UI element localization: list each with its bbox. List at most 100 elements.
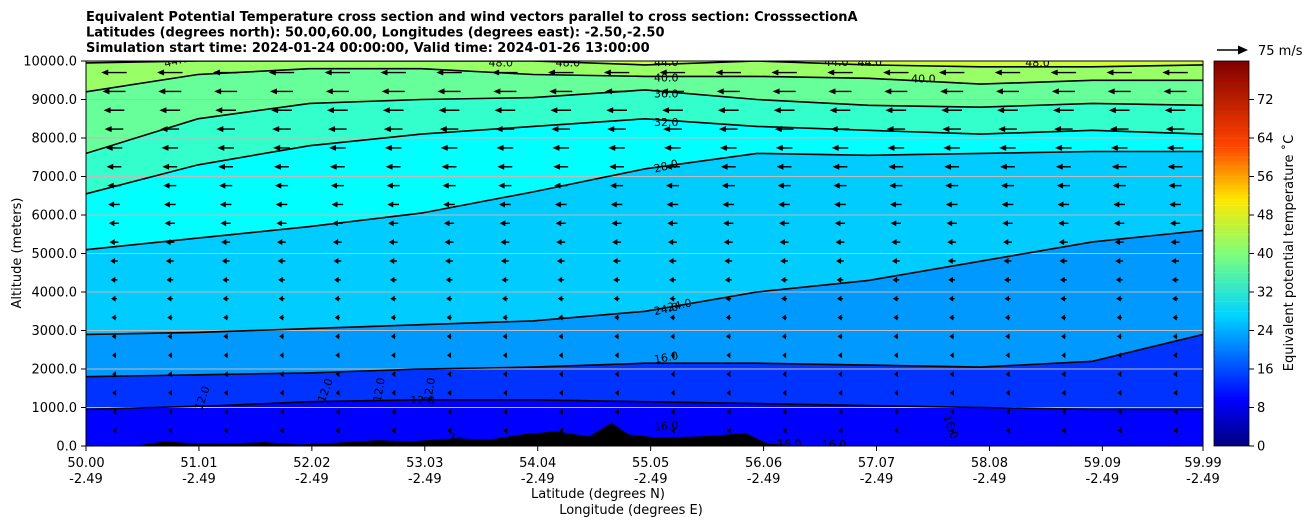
contour-label: 48.0 [1025, 57, 1050, 70]
wind-vector-head [723, 239, 730, 246]
wind-vector-head [779, 220, 785, 227]
x-tick-label-secondary: -2.49 [747, 472, 781, 487]
wind-vector-head [1003, 239, 1009, 246]
wind-vector-head [103, 107, 111, 114]
contour-label: 48.0 [489, 57, 514, 70]
colorbar-tick-label: 16 [1257, 363, 1274, 378]
wind-vector-head [166, 276, 172, 283]
wind-vector-head [500, 257, 506, 264]
wind-vector-head [720, 163, 728, 170]
colorbar-tick-label: 56 [1257, 170, 1274, 185]
wind-vector-head [167, 333, 172, 340]
wind-vector-head [219, 182, 226, 189]
wind-vector-head [440, 144, 448, 151]
wind-vector-head [718, 126, 726, 133]
contour-label: 12.0 [421, 377, 438, 403]
wind-vector-head [950, 427, 954, 434]
wind-vector-head [439, 126, 447, 133]
wind-vector-head [503, 427, 508, 434]
wind-vector-head [385, 163, 393, 170]
wind-vector-head [498, 182, 505, 189]
wind-vector-head [101, 69, 109, 76]
wind-vector-head [948, 276, 953, 283]
wind-vector-head [829, 107, 837, 114]
wind-vector-head [110, 276, 116, 283]
wind-vector-head [1116, 295, 1121, 302]
wind-vector-head [1114, 220, 1120, 227]
contour-line [86, 61, 1203, 68]
wind-vector-head [837, 352, 842, 359]
wind-vector-head [335, 408, 340, 415]
colorbar-tick-label: 24 [1257, 324, 1274, 339]
wind-vector-head [659, 69, 667, 76]
wind-vector-head [1000, 182, 1008, 189]
wind-vector-head [218, 163, 225, 170]
wind-vector-head [670, 408, 675, 415]
wind-vector-head [382, 107, 390, 114]
wind-vector-head [1056, 182, 1064, 189]
wind-vector-head [278, 295, 284, 302]
wind-vector-head [447, 389, 452, 396]
wind-vector-head [390, 333, 396, 340]
wind-vector-head [442, 182, 449, 189]
wind-vector-head [222, 295, 228, 302]
wind-vector-head [335, 389, 340, 396]
wind-vector-head [1114, 239, 1120, 246]
wind-vector-head [782, 371, 787, 378]
wind-vector-head [894, 408, 899, 415]
wind-vector-head [165, 257, 171, 264]
y-tick-label: 0.0 [56, 440, 77, 455]
wind-vector-head [838, 371, 843, 378]
wind-vector-head [559, 408, 563, 415]
wind-vector-head [1173, 352, 1178, 359]
wind-vector-head [447, 371, 452, 378]
y-tick-label: 9000.0 [32, 93, 78, 108]
contour-line [86, 399, 1203, 411]
wind-vector-head [831, 144, 839, 151]
wind-vector-head [1172, 314, 1177, 321]
wind-vector-head [499, 201, 505, 208]
colorbar-tick-label: 64 [1257, 132, 1274, 147]
wind-vector-head [715, 69, 723, 76]
wind-vector-head [892, 276, 898, 283]
wind-vector-head [557, 295, 563, 302]
wind-vector-head [837, 333, 842, 340]
wind-vector-head [274, 163, 281, 170]
wind-vector-head [447, 427, 452, 434]
wind-vector-head [726, 333, 731, 340]
wind-vector-head [111, 352, 116, 359]
wind-vector-head [272, 126, 280, 133]
wind-vector-head [494, 107, 502, 114]
wind-vector-head [1061, 408, 1066, 415]
y-tick-label: 8000.0 [32, 132, 78, 147]
wind-vector-head [947, 239, 953, 246]
y-tick-label: 7000.0 [32, 170, 78, 185]
wind-vector-head [1117, 408, 1122, 415]
x-tick-label-secondary: -2.49 [408, 472, 442, 487]
wind-vector-head [1000, 163, 1007, 170]
wind-vector-head [833, 182, 840, 189]
x-tick-label: 59.99 [1184, 456, 1221, 471]
wind-vector-head [1052, 107, 1060, 114]
wind-vector-head [662, 107, 670, 114]
x-axis-label: Latitude (degrees N) [531, 487, 665, 502]
wind-vector-head [724, 257, 730, 264]
wind-vector-head [613, 276, 618, 283]
wind-vector-head [945, 201, 952, 208]
y-tick-label: 6000.0 [32, 209, 78, 224]
wind-vector-head [946, 220, 953, 227]
wind-vector-head [447, 408, 452, 415]
wind-vector-head [893, 333, 898, 340]
wind-vector-head [608, 144, 616, 151]
wind-vector-head [335, 333, 340, 340]
wind-vector-head [558, 352, 563, 359]
wind-vector-head [1166, 144, 1174, 151]
wind-vector-head [1115, 276, 1121, 283]
contour-line [86, 150, 1203, 251]
wind-vector-head [502, 333, 507, 340]
wind-vector-head [111, 333, 116, 340]
wind-vector-head [719, 144, 727, 151]
wind-vector-head [726, 371, 731, 378]
wind-vector-head [391, 427, 396, 434]
contour-fill-band [86, 334, 1203, 410]
